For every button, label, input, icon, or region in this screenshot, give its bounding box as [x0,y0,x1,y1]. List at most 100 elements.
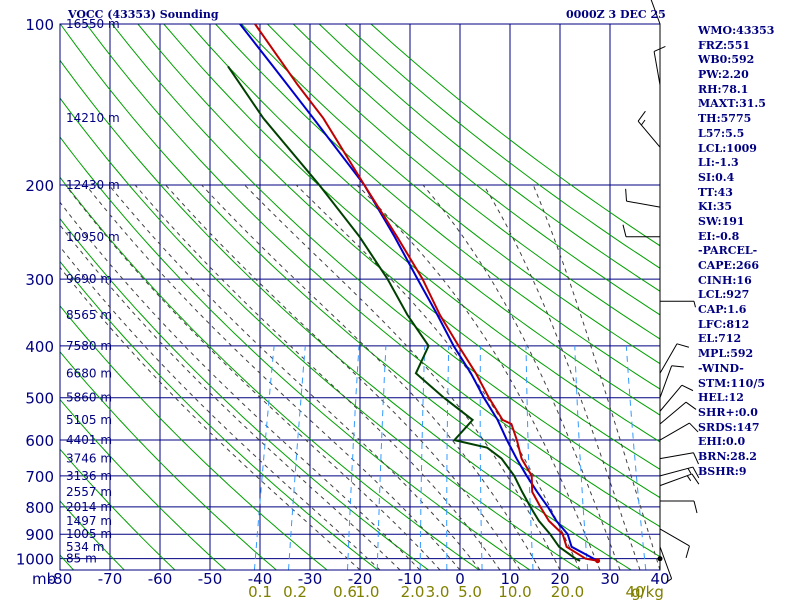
temp-tick-label-9: 10 [500,570,519,588]
mixing-ratio-line [288,345,306,570]
mixing-ratio-label-9: 40 [625,583,644,600]
dry-adiabat [241,24,660,365]
mixing-ratio-line [479,345,483,570]
barb-half-feather [686,475,692,482]
dry-adiabat [111,24,660,499]
barb-feather [676,343,690,348]
height-label-0: 16550 m [66,17,120,31]
height-label-15: 1497 m [66,514,112,528]
temp-tick-label-10: 20 [550,570,569,588]
barb-feather [691,473,700,485]
barb-staff [659,452,694,460]
mixing-ratio-line [253,345,275,570]
barb-feather [622,224,627,237]
temp-tick-label-3: -50 [198,570,223,588]
temp-tick-label-12: 40 [650,570,669,588]
height-label-6: 7580 m [66,339,112,353]
dry-adiabat [60,500,125,570]
param-5: MAXT:31.5 [698,97,766,111]
mixing-ratio-label-10: g/kg [631,583,664,600]
background-lines [60,24,660,570]
wind-barb-15 [659,528,690,559]
param-26: SHR+:0.0 [698,405,758,419]
wind-barb-7 [659,365,684,398]
barb-feather [693,500,698,514]
height-label-17: 534 m [66,540,104,554]
wind-barb-4 [622,224,660,238]
param-3: PW:2.20 [698,68,749,82]
mixing-ratio-line [347,345,360,570]
wind-barb-10 [659,422,699,441]
param-22: MPL:592 [698,347,754,361]
temp-tick-label-7: -10 [398,570,423,588]
height-label-4: 9690 m [66,272,112,286]
temp-tick-label-1: -70 [98,570,123,588]
dry-adiabat [292,24,660,316]
height-label-13: 2557 m [66,485,112,499]
temp-tick-label-8: 0 [455,570,465,588]
dry-adiabat [60,59,632,570]
barb-staff [659,546,673,579]
dry-adiabat [370,24,660,247]
mixing-ratio-line [574,345,589,570]
param-19: CAP:1.6 [698,303,747,317]
wind-barb-8 [659,384,694,412]
pressure-label-700: 700 [25,468,54,486]
barb-half-feather [687,468,692,474]
param-29: BRN:28.2 [698,449,757,463]
pressure-unit-label: mb [32,570,56,588]
barb-half-feather [666,578,672,583]
height-label-18: 85 m [66,552,97,566]
param-16: CAPE:266 [698,259,759,272]
pressure-label-600: 600 [25,432,54,450]
height-label-12: 3136 m [66,469,112,483]
pressure-label-900: 900 [25,526,54,544]
dry-adiabat [344,24,660,269]
barb-feather [685,545,690,559]
dry-adiabat [60,136,531,570]
mixing-ratio-label-2: 0.6 [333,583,357,600]
moist-adiabat [134,184,501,570]
wind-barb-1 [653,45,666,86]
param-21: EL:712 [698,332,742,346]
param-28: EHI:0.0 [698,435,746,449]
height-label-5: 8565 m [66,308,112,322]
pressure-label-400: 400 [25,338,54,356]
mixing-ratio-line [376,345,387,570]
param-20: LFC:812 [698,317,750,331]
mixing-ratio-line [625,345,647,570]
barb-staff [653,51,661,86]
wind-barb-11 [659,452,699,465]
wind-barb-16 [659,546,673,583]
dry-adiabat [60,554,74,570]
mixing-ratio-label-0: 0.1 [248,583,272,600]
mixing-ratio-label-1: 0.2 [283,583,307,600]
param-7: L57:5.5 [698,126,745,140]
moist-adiabat [532,184,660,570]
moist-adiabat [108,184,481,570]
barb-feather [693,452,699,465]
dry-adiabat [60,217,429,570]
parameter-panel: WMO:43353 FRZ:551 WB0:592 PW:2.20 RH:78.1 MAX… [698,24,798,479]
param-30: BSHR:9 [698,464,747,478]
dry-adiabat [163,24,660,443]
height-label-10: 4401 m [66,433,112,447]
moist-adiabat [60,245,381,570]
mixing-ratio-label-4: 2.0 [401,583,425,600]
dewpoint-line [227,65,581,562]
barb-half-feather [640,119,646,126]
param-23: -WIND- [698,361,744,375]
barb-staff [637,120,661,148]
moist-adiabat [295,184,581,570]
dry-adiabat [60,260,379,570]
moist-adiabat [165,184,521,570]
barb-feather [685,401,697,410]
wind-barb-13 [659,473,700,487]
wind-barb-6 [659,343,690,374]
barb-staff [659,384,683,412]
param-17: CINH:16 [698,273,752,287]
chart-datetime: 0000Z 3 DEC 25 [566,8,666,21]
param-0: WMO:43353 [698,24,775,37]
barb-feather [689,422,699,433]
